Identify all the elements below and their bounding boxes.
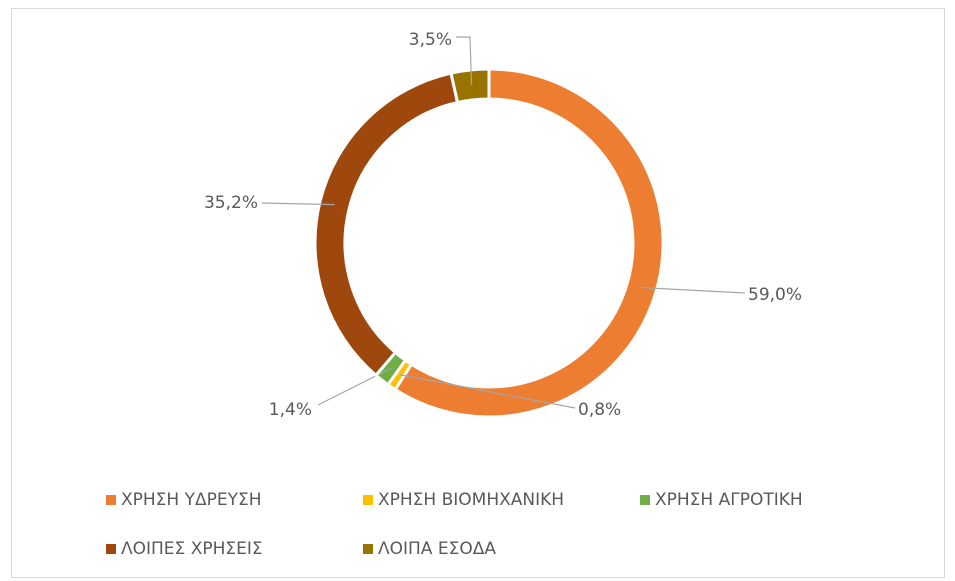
leader-line (261, 202, 335, 206)
legend-label: ΧΡΗΣΗ ΒΙΟΜΗΧΑΝΙΚΗ (378, 490, 564, 510)
data-label: 3,5% (409, 30, 452, 50)
legend-label: ΛΟΙΠΑ ΕΣΟΔΑ (378, 539, 496, 559)
data-label: 1,4% (269, 400, 312, 420)
leader-line (317, 367, 392, 406)
leader-line (641, 287, 746, 294)
donut-segment (393, 67, 665, 419)
legend-label: ΧΡΗΣΗ ΑΓΡΟΤΙΚΗ (655, 490, 803, 510)
donut-segment (449, 67, 491, 105)
legend-label: ΛΟΙΠΕΣ ΧΡΗΣΕΙΣ (121, 539, 263, 559)
leader-line (456, 36, 473, 85)
legend-swatch (640, 495, 650, 505)
legend-label: ΧΡΗΣΗ ΥΔΡΕΥΣΗ (121, 490, 262, 510)
data-label: 35,2% (204, 193, 258, 213)
legend-swatch (106, 544, 116, 554)
data-label: 0,8% (578, 400, 621, 420)
leader-line (399, 374, 576, 409)
legend-swatch (363, 495, 373, 505)
chart-border (11, 8, 945, 578)
legend-swatch (363, 544, 373, 554)
legend-swatch (106, 495, 116, 505)
data-label: 59,0% (748, 285, 802, 305)
